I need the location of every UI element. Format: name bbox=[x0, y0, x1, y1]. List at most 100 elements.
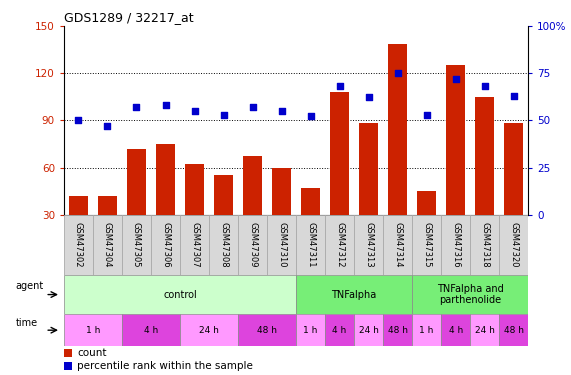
Text: 24 h: 24 h bbox=[475, 326, 494, 334]
Bar bbox=[296, 275, 412, 314]
Text: TNFalpha and
parthenolide: TNFalpha and parthenolide bbox=[437, 284, 504, 305]
Bar bbox=[441, 215, 470, 275]
Text: GSM47316: GSM47316 bbox=[451, 222, 460, 268]
Text: GSM47306: GSM47306 bbox=[161, 222, 170, 268]
Bar bbox=[499, 215, 528, 275]
Text: 24 h: 24 h bbox=[199, 326, 219, 334]
Bar bbox=[69, 196, 88, 215]
Bar bbox=[325, 314, 354, 346]
Bar bbox=[354, 314, 383, 346]
Bar bbox=[156, 144, 175, 215]
Point bbox=[393, 70, 402, 76]
Bar bbox=[238, 215, 267, 275]
Text: GSM47312: GSM47312 bbox=[335, 222, 344, 268]
Bar bbox=[470, 314, 499, 346]
Bar bbox=[267, 215, 296, 275]
Point bbox=[132, 104, 141, 110]
Bar bbox=[64, 275, 296, 314]
Bar bbox=[122, 215, 151, 275]
Text: GSM47318: GSM47318 bbox=[480, 222, 489, 268]
Text: 1 h: 1 h bbox=[86, 326, 100, 334]
Bar bbox=[499, 314, 528, 346]
Text: GSM47304: GSM47304 bbox=[103, 222, 112, 268]
Text: GDS1289 / 32217_at: GDS1289 / 32217_at bbox=[64, 11, 194, 24]
Text: 4 h: 4 h bbox=[448, 326, 463, 334]
Point bbox=[306, 113, 315, 119]
Point bbox=[451, 75, 460, 81]
Text: 48 h: 48 h bbox=[257, 326, 277, 334]
Text: GSM47314: GSM47314 bbox=[393, 222, 402, 268]
Bar bbox=[330, 92, 349, 215]
Point bbox=[335, 83, 344, 89]
Bar bbox=[122, 314, 180, 346]
Text: 1 h: 1 h bbox=[303, 326, 317, 334]
Bar bbox=[354, 215, 383, 275]
Bar bbox=[412, 215, 441, 275]
Bar bbox=[151, 215, 180, 275]
Text: GSM47305: GSM47305 bbox=[132, 222, 141, 268]
Text: time: time bbox=[16, 318, 38, 328]
Bar bbox=[383, 314, 412, 346]
Bar bbox=[64, 215, 93, 275]
Text: GSM47310: GSM47310 bbox=[277, 222, 286, 268]
Bar bbox=[301, 188, 320, 215]
Bar bbox=[180, 215, 209, 275]
Text: 48 h: 48 h bbox=[388, 326, 408, 334]
Point bbox=[219, 111, 228, 117]
Bar bbox=[64, 314, 122, 346]
Bar bbox=[272, 168, 291, 215]
Bar bbox=[296, 314, 325, 346]
Bar bbox=[383, 215, 412, 275]
Point bbox=[161, 102, 170, 108]
Bar bbox=[470, 215, 499, 275]
Bar bbox=[209, 215, 238, 275]
Bar bbox=[180, 314, 238, 346]
Text: GSM47302: GSM47302 bbox=[74, 222, 83, 268]
Point bbox=[364, 94, 373, 100]
Point bbox=[103, 123, 112, 129]
Text: percentile rank within the sample: percentile rank within the sample bbox=[77, 361, 253, 371]
Text: GSM47315: GSM47315 bbox=[422, 222, 431, 268]
Bar bbox=[412, 314, 441, 346]
Bar bbox=[98, 196, 117, 215]
Text: 24 h: 24 h bbox=[359, 326, 379, 334]
Bar bbox=[388, 45, 407, 215]
Text: GSM47308: GSM47308 bbox=[219, 222, 228, 268]
Text: 4 h: 4 h bbox=[332, 326, 347, 334]
Text: GSM47311: GSM47311 bbox=[306, 222, 315, 268]
Text: GSM47307: GSM47307 bbox=[190, 222, 199, 268]
Bar bbox=[127, 148, 146, 215]
Text: control: control bbox=[163, 290, 197, 300]
Bar bbox=[185, 164, 204, 215]
Bar bbox=[475, 96, 494, 215]
Point bbox=[509, 93, 518, 99]
Bar bbox=[412, 275, 528, 314]
Point bbox=[277, 108, 286, 114]
Bar bbox=[359, 123, 378, 215]
Text: GSM47309: GSM47309 bbox=[248, 222, 257, 268]
Text: count: count bbox=[77, 348, 107, 358]
Bar bbox=[325, 215, 354, 275]
Text: 4 h: 4 h bbox=[144, 326, 158, 334]
Bar bbox=[446, 65, 465, 215]
Bar bbox=[417, 191, 436, 215]
Bar bbox=[243, 156, 262, 215]
Bar bbox=[64, 362, 71, 370]
Bar bbox=[93, 215, 122, 275]
Point bbox=[190, 108, 199, 114]
Bar bbox=[441, 314, 470, 346]
Text: 1 h: 1 h bbox=[420, 326, 434, 334]
Bar bbox=[238, 314, 296, 346]
Point bbox=[422, 111, 431, 117]
Bar bbox=[296, 215, 325, 275]
Point bbox=[74, 117, 83, 123]
Text: agent: agent bbox=[16, 281, 44, 291]
Text: 48 h: 48 h bbox=[504, 326, 524, 334]
Text: GSM47320: GSM47320 bbox=[509, 222, 518, 268]
Bar bbox=[504, 123, 523, 215]
Point bbox=[480, 83, 489, 89]
Point bbox=[248, 104, 257, 110]
Text: GSM47313: GSM47313 bbox=[364, 222, 373, 268]
Text: TNFalpha: TNFalpha bbox=[332, 290, 377, 300]
Bar bbox=[214, 176, 233, 215]
